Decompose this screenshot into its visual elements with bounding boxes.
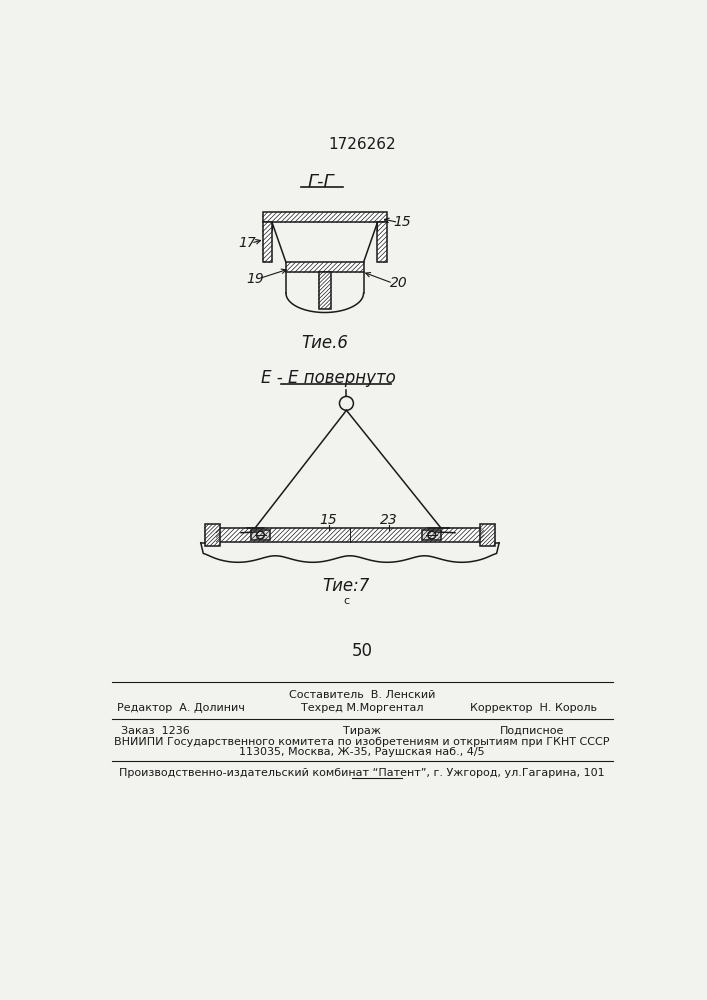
Text: 15: 15 xyxy=(320,513,337,527)
Polygon shape xyxy=(480,524,495,546)
Text: Редактор  А. Долинич: Редактор А. Долинич xyxy=(117,702,245,713)
Text: ВНИИПИ Государственного комитета по изобретениям и открытиям при ГКНТ СССР: ВНИИПИ Государственного комитета по изоб… xyxy=(115,737,609,747)
Text: 113035, Москва, Ж-35, Раушская наб., 4/5: 113035, Москва, Ж-35, Раушская наб., 4/5 xyxy=(239,747,485,757)
Polygon shape xyxy=(263,222,272,262)
Text: Тираж: Тираж xyxy=(343,726,381,736)
Text: 20: 20 xyxy=(390,276,407,290)
Text: 1726262: 1726262 xyxy=(328,137,396,152)
Text: Г-Г: Г-Г xyxy=(308,173,334,191)
Text: 23: 23 xyxy=(380,513,398,527)
Text: Τие.6: Τие.6 xyxy=(301,334,349,352)
Polygon shape xyxy=(422,530,441,540)
Text: Подписное: Подписное xyxy=(501,726,565,736)
Text: E - E повернуто: E - E повернуто xyxy=(262,369,396,387)
Text: c: c xyxy=(344,596,349,606)
Polygon shape xyxy=(378,222,387,262)
Text: 17: 17 xyxy=(238,236,256,250)
Polygon shape xyxy=(286,262,363,272)
Text: 50: 50 xyxy=(351,642,373,660)
Text: 15: 15 xyxy=(393,215,411,229)
Text: Производственно-издательский комбинат “Патент”, г. Ужгород, ул.Гагарина, 101: Производственно-издательский комбинат “П… xyxy=(119,768,604,778)
Polygon shape xyxy=(319,272,331,309)
Polygon shape xyxy=(204,524,220,546)
Text: 19: 19 xyxy=(246,272,264,286)
Text: Заказ  1236: Заказ 1236 xyxy=(122,726,190,736)
Polygon shape xyxy=(251,530,270,540)
Text: Τие:7: Τие:7 xyxy=(323,577,370,595)
Text: Составитель  В. Ленский: Составитель В. Ленский xyxy=(288,690,435,700)
Text: Корректор  Н. Король: Корректор Н. Король xyxy=(470,703,597,713)
Polygon shape xyxy=(263,212,387,222)
Polygon shape xyxy=(216,528,484,542)
Text: Техред М.Моргентал: Техред М.Моргентал xyxy=(300,703,423,713)
